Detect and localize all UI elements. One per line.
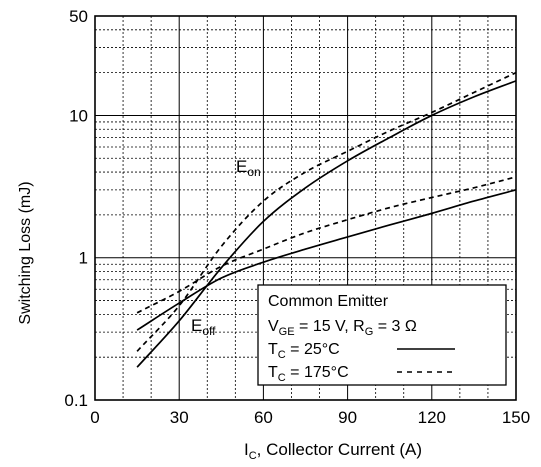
eon-curve-25c bbox=[136, 80, 517, 368]
eon-curve-label: Eon bbox=[236, 157, 261, 179]
y-tick-label: 10 bbox=[69, 106, 88, 125]
tick-labels: 0 30 60 90 120 150 0.1 1 10 50 bbox=[64, 7, 530, 427]
y-tick-label: 50 bbox=[69, 7, 88, 26]
legend-entry-175c: TC = 175°C bbox=[268, 364, 349, 384]
eoff-curve-25c bbox=[136, 189, 517, 331]
legend-entry-25c: TC = 25°C bbox=[268, 341, 340, 361]
x-tick-label: 30 bbox=[170, 408, 189, 427]
x-tick-label: 120 bbox=[418, 408, 446, 427]
legend-condition: VGE = 15 V, RG = 3 Ω bbox=[268, 318, 417, 338]
plot-frame bbox=[94, 15, 517, 401]
y-tick-label: 0.1 bbox=[64, 391, 88, 410]
y-axis-label: Switching Loss (mJ) bbox=[17, 181, 34, 324]
legend-box bbox=[257, 284, 507, 386]
x-axis-label: IC, Collector Current (A) bbox=[244, 440, 422, 462]
x-tick-label: 150 bbox=[502, 408, 530, 427]
curves bbox=[136, 71, 517, 368]
eoff-curve-label: Eoff bbox=[191, 316, 216, 338]
x-tick-label: 0 bbox=[90, 408, 99, 427]
eoff-curve-175c bbox=[136, 176, 517, 314]
y-tick-label: 1 bbox=[79, 249, 88, 268]
eon-curve-175c bbox=[136, 71, 517, 352]
legend: Common Emitter VGE = 15 V, RG = 3 Ω TC =… bbox=[257, 284, 507, 386]
legend-title: Common Emitter bbox=[268, 293, 389, 310]
x-tick-label: 90 bbox=[338, 408, 357, 427]
x-tick-label: 60 bbox=[254, 408, 273, 427]
